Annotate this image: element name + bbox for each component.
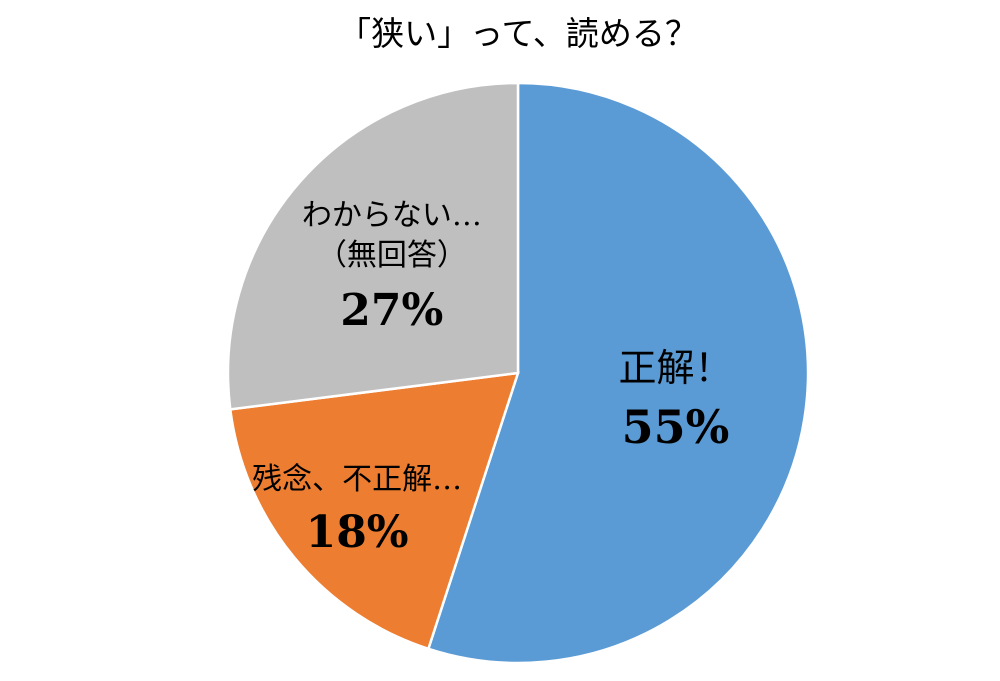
slice-incorrect-label-line-0: 残念、不正解… (252, 462, 462, 497)
slice-incorrect (228, 371, 520, 651)
slice-correct-label-line-0: 正解！ (619, 346, 733, 390)
slice-unknown (226, 81, 520, 411)
pie-labels: 正解！ 55% 残念、不正解… 18% わからない… （無回答） 27% (252, 198, 732, 558)
pie-slices (226, 81, 810, 665)
chart-title: 「狭い」って、読める？ (338, 14, 698, 53)
slice-incorrect-percent: 18% (306, 507, 409, 558)
slice-correct (426, 81, 810, 665)
slice-correct-percent: 55% (622, 400, 730, 454)
slice-unknown-label-line-1: （無回答） (317, 238, 467, 273)
slice-unknown-percent: 27% (340, 285, 443, 336)
slice-unknown-label-line-0: わからない… (302, 198, 482, 233)
